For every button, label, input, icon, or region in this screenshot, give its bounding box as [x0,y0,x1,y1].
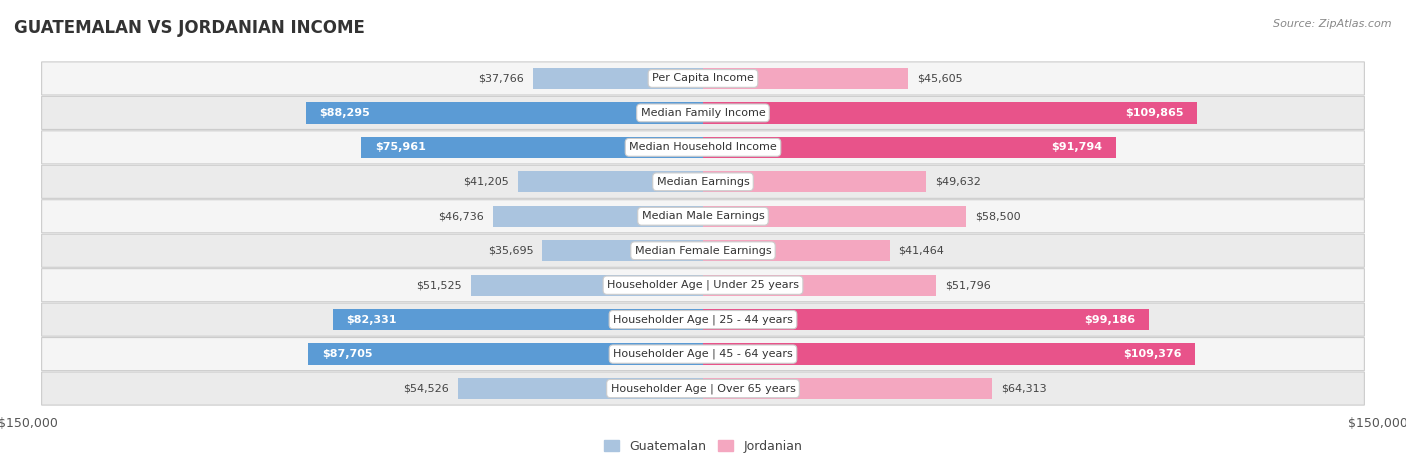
Bar [333,309,703,330]
Text: Median Earnings: Median Earnings [657,177,749,187]
Text: $54,526: $54,526 [404,383,449,394]
FancyBboxPatch shape [42,338,1364,371]
Text: $75,961: $75,961 [375,142,426,152]
Bar [361,137,703,158]
Bar [703,309,1149,330]
Bar [517,171,703,192]
Text: Householder Age | 25 - 44 years: Householder Age | 25 - 44 years [613,314,793,325]
Bar [703,240,890,262]
Text: GUATEMALAN VS JORDANIAN INCOME: GUATEMALAN VS JORDANIAN INCOME [14,19,366,37]
Bar [703,137,1116,158]
Text: $82,331: $82,331 [346,315,396,325]
Bar [543,240,703,262]
Text: $91,794: $91,794 [1052,142,1102,152]
FancyBboxPatch shape [42,234,1364,267]
FancyBboxPatch shape [42,200,1364,233]
Bar [533,68,703,89]
Text: $41,464: $41,464 [898,246,945,256]
Text: $45,605: $45,605 [917,73,963,84]
Bar [308,343,703,365]
Bar [703,68,908,89]
Bar [703,343,1195,365]
Text: $64,313: $64,313 [1001,383,1047,394]
Bar [703,171,927,192]
Text: Median Female Earnings: Median Female Earnings [634,246,772,256]
Text: $49,632: $49,632 [935,177,981,187]
Text: $109,865: $109,865 [1125,108,1184,118]
FancyBboxPatch shape [42,62,1364,95]
FancyBboxPatch shape [42,269,1364,302]
FancyBboxPatch shape [42,165,1364,198]
Text: Householder Age | Under 25 years: Householder Age | Under 25 years [607,280,799,290]
Bar [458,378,703,399]
Bar [471,275,703,296]
FancyBboxPatch shape [42,303,1364,336]
Text: $51,796: $51,796 [945,280,991,290]
Text: $37,766: $37,766 [478,73,524,84]
Bar [492,205,703,227]
Text: $58,500: $58,500 [976,211,1021,221]
Bar [703,378,993,399]
Text: Median Male Earnings: Median Male Earnings [641,211,765,221]
Text: Median Household Income: Median Household Income [628,142,778,152]
Bar [703,102,1198,124]
Text: $35,695: $35,695 [488,246,533,256]
Text: Per Capita Income: Per Capita Income [652,73,754,84]
Text: Source: ZipAtlas.com: Source: ZipAtlas.com [1274,19,1392,28]
Text: $87,705: $87,705 [322,349,373,359]
Text: Median Family Income: Median Family Income [641,108,765,118]
Text: Householder Age | Over 65 years: Householder Age | Over 65 years [610,383,796,394]
Bar [305,102,703,124]
Text: $99,186: $99,186 [1084,315,1136,325]
Text: $51,525: $51,525 [416,280,463,290]
FancyBboxPatch shape [42,96,1364,129]
Text: $109,376: $109,376 [1123,349,1181,359]
Text: $41,205: $41,205 [463,177,509,187]
Bar [703,205,966,227]
Bar [703,275,936,296]
Text: $88,295: $88,295 [319,108,370,118]
Text: Householder Age | 45 - 64 years: Householder Age | 45 - 64 years [613,349,793,359]
FancyBboxPatch shape [42,131,1364,164]
Text: $46,736: $46,736 [439,211,484,221]
Legend: Guatemalan, Jordanian: Guatemalan, Jordanian [599,435,807,458]
FancyBboxPatch shape [42,372,1364,405]
